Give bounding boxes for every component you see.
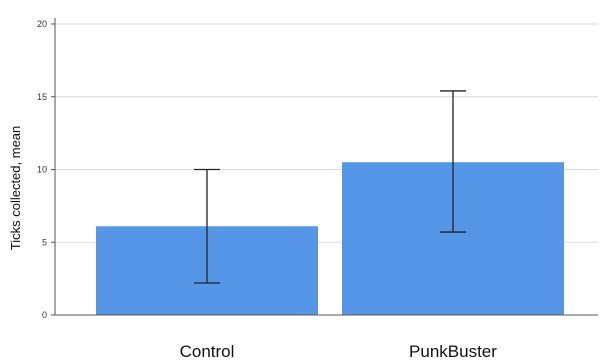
x-tick-label-punkbuster: PunkBuster (409, 342, 497, 361)
y-axis-title: Ticks collected, mean (8, 126, 23, 251)
y-tick-label: 15 (37, 92, 47, 102)
y-tick-label: 20 (37, 19, 47, 29)
x-tick-label-control: Control (180, 342, 235, 361)
y-tick-label: 10 (37, 165, 47, 175)
bars (96, 162, 564, 315)
axes (51, 18, 598, 316)
error-bars (194, 90, 466, 284)
y-tick-label: 5 (42, 237, 47, 247)
labels: Ticks collected, mean 0 5 10 15 20 Control Pun… (8, 19, 497, 361)
y-tick-label: 0 (42, 310, 47, 320)
